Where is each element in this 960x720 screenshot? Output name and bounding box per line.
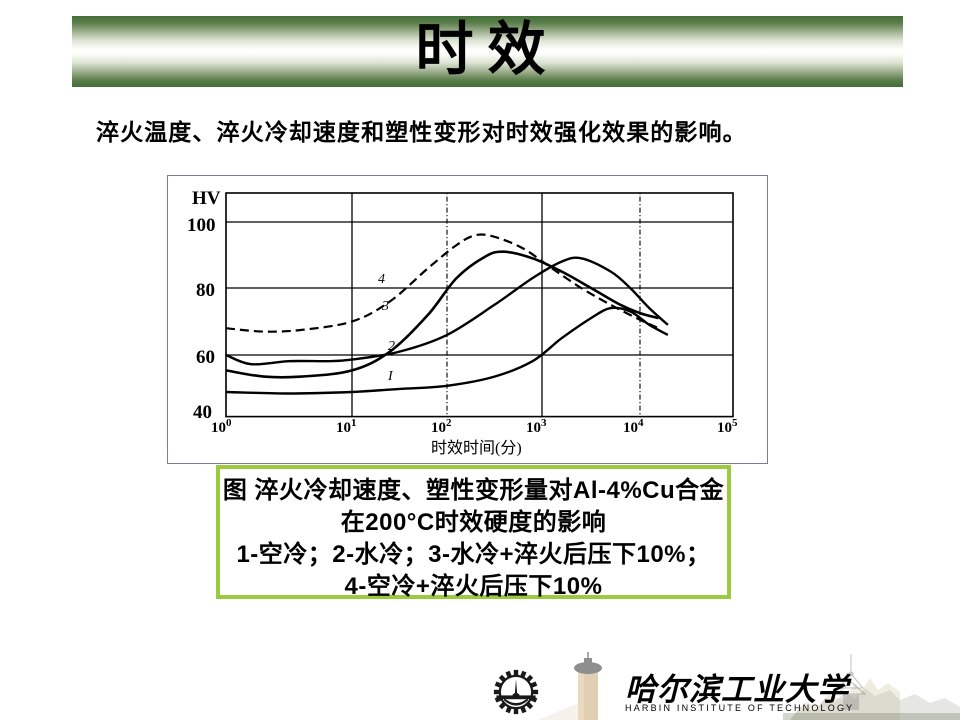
svg-text:80: 80: [196, 280, 215, 301]
svg-text:104: 104: [623, 417, 644, 436]
svg-text:60: 60: [196, 347, 215, 368]
svg-text:I: I: [387, 369, 394, 384]
svg-text:3: 3: [381, 299, 389, 314]
svg-text:40: 40: [193, 402, 212, 423]
svg-text:101: 101: [336, 417, 357, 436]
svg-text:HV: HV: [192, 188, 221, 209]
svg-text:哈尔滨工业大学: 哈尔滨工业大学: [625, 672, 852, 707]
svg-text:时效时间(分): 时效时间(分): [431, 439, 522, 457]
svg-text:100: 100: [211, 417, 232, 436]
svg-text:100: 100: [187, 215, 216, 236]
svg-text:102: 102: [431, 417, 452, 436]
svg-text:103: 103: [526, 417, 547, 436]
svg-text:HARBIN INSTITUTE OF TECHNOLOGY: HARBIN INSTITUTE OF TECHNOLOGY: [625, 703, 854, 713]
svg-text:105: 105: [717, 417, 738, 436]
svg-text:4: 4: [378, 272, 385, 287]
